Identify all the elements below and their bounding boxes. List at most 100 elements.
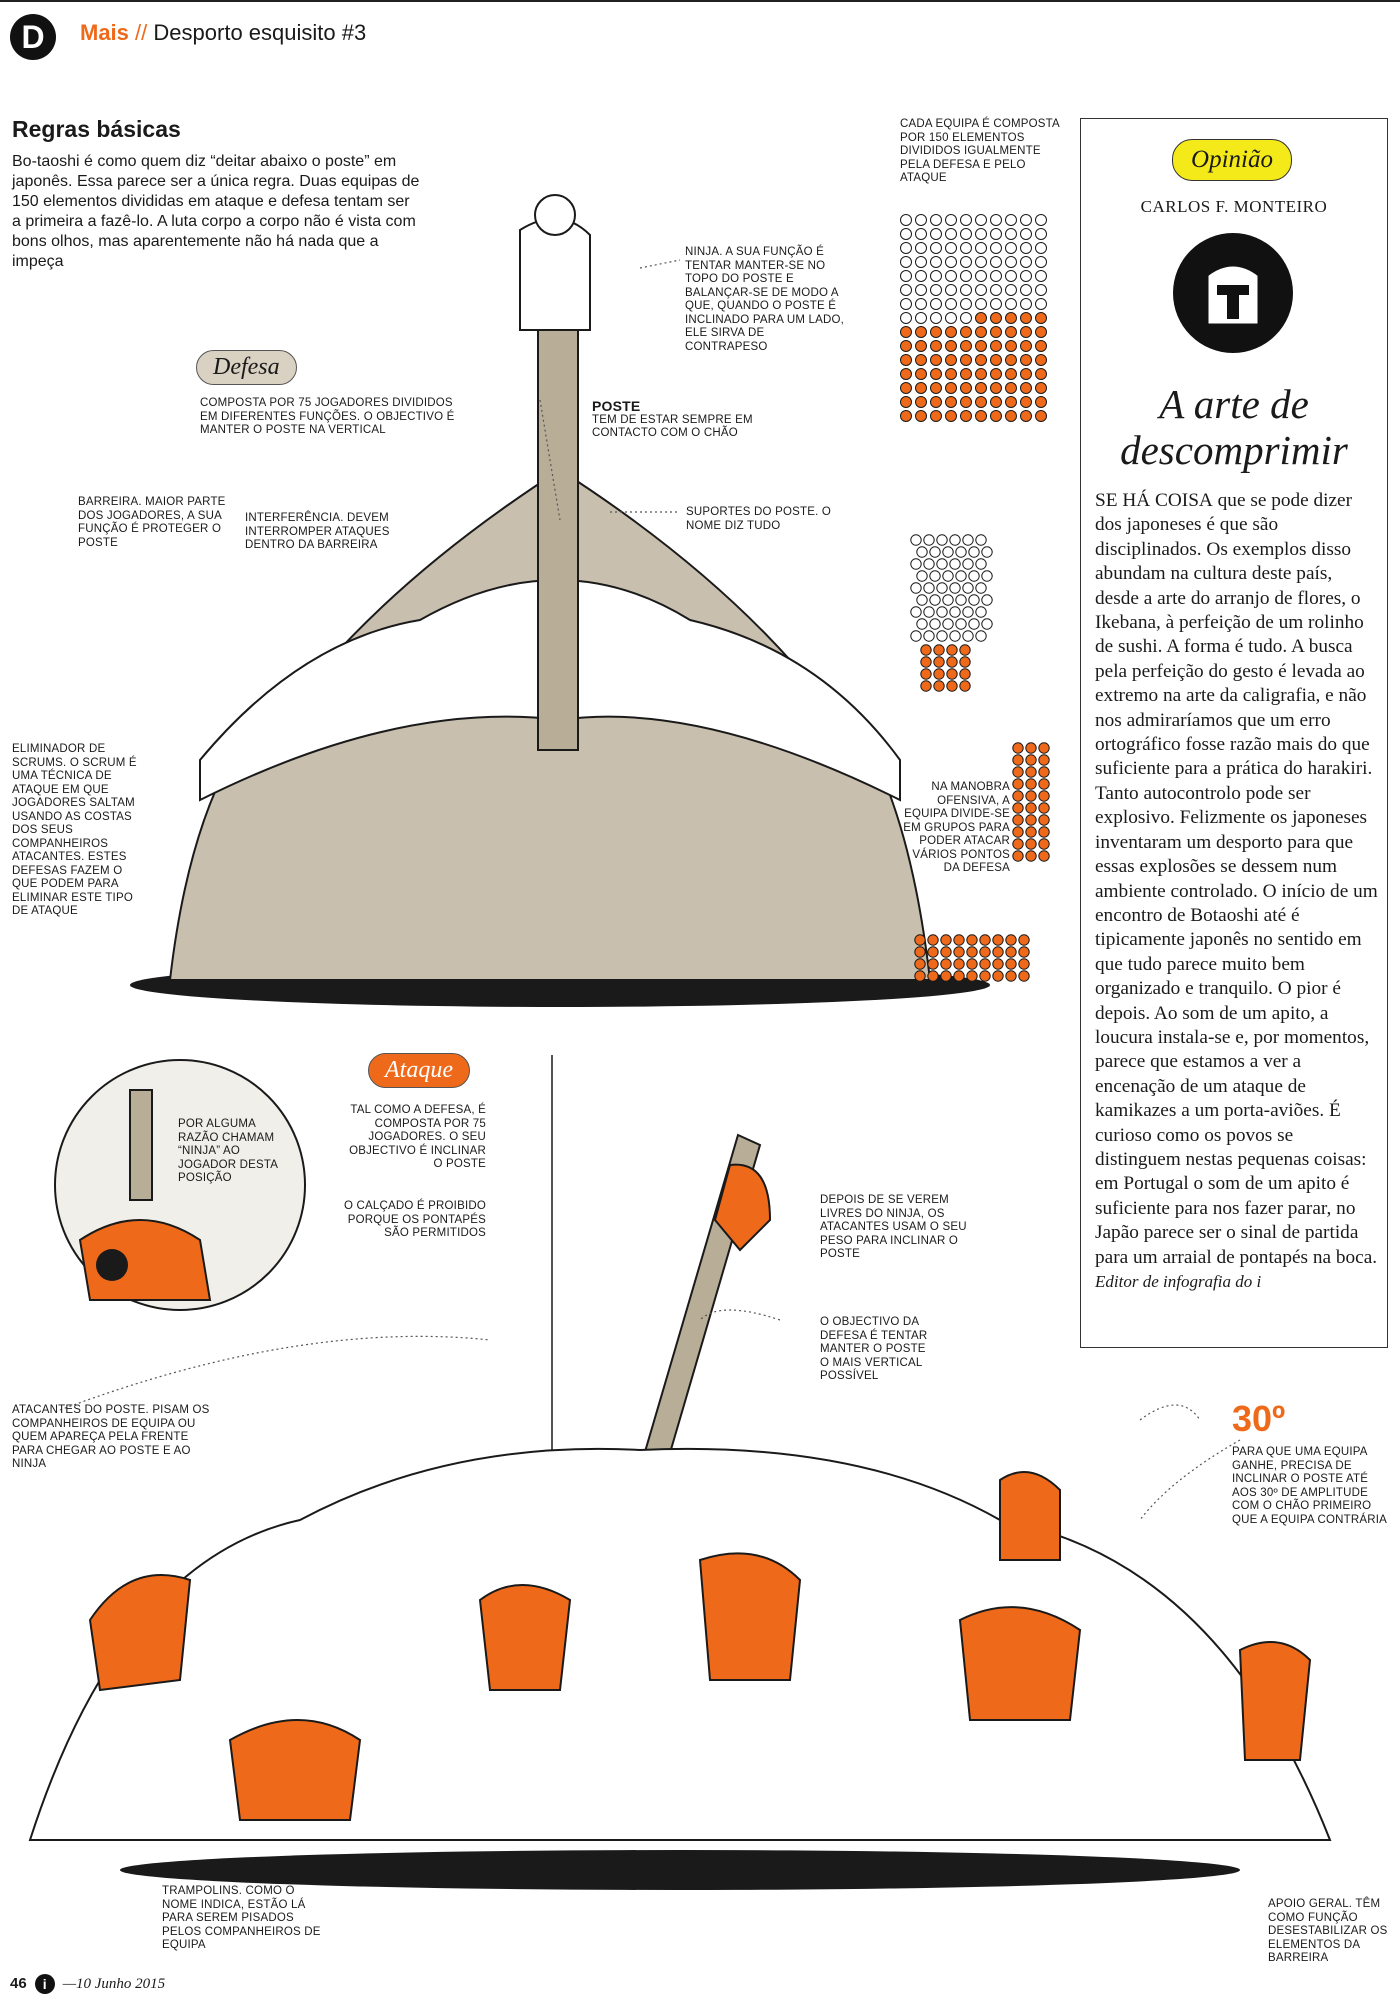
team-dot xyxy=(915,242,927,254)
team-dot xyxy=(960,270,972,282)
caption-poste-text: Tem de estar sempre em contacto com o ch… xyxy=(592,413,753,440)
attack-dot xyxy=(936,606,948,618)
caption-livres: Depois de se verem livres do ninja, os a… xyxy=(820,1194,967,1260)
team-dot xyxy=(990,284,1002,296)
attack-dot xyxy=(1005,970,1017,982)
team-dot xyxy=(1035,284,1047,296)
team-dot xyxy=(1005,242,1017,254)
caption-barreira: Barreira. Maior parte dos jogadores, a s… xyxy=(78,496,226,549)
attack-dot xyxy=(955,570,967,582)
attack-dot xyxy=(1038,790,1050,802)
attack-dot xyxy=(992,946,1004,958)
attack-dot xyxy=(1038,754,1050,766)
attack-dot xyxy=(942,594,954,606)
intro-heading: Regras básicas xyxy=(12,116,181,142)
team-dot xyxy=(960,284,972,296)
team-dot xyxy=(945,382,957,394)
team-dot xyxy=(900,284,912,296)
attack-dot xyxy=(910,630,922,642)
opinion-text: que se pode dizer dos japoneses é que sã… xyxy=(1095,490,1378,1268)
team-dot xyxy=(1035,396,1047,408)
team-dot xyxy=(990,298,1002,310)
caption-objectivo: O objectivo da defesa é tentar manter o … xyxy=(820,1316,928,1382)
attack-dot xyxy=(916,594,928,606)
attack-dot xyxy=(927,946,939,958)
attack-dot xyxy=(949,606,961,618)
team-dot xyxy=(1020,298,1032,310)
attack-dot xyxy=(940,946,952,958)
team-dot xyxy=(1005,354,1017,366)
attack-dot xyxy=(916,546,928,558)
attack-dot xyxy=(959,680,971,692)
attack-group-illustration xyxy=(28,1447,1332,1890)
caption-trampolins: Trampolins. Como o nome indica, estão lá… xyxy=(162,1885,321,1951)
attack-dot xyxy=(923,582,935,594)
attack-dot xyxy=(955,546,967,558)
section-name[interactable]: Mais xyxy=(80,20,129,45)
attack-dot xyxy=(946,680,958,692)
caption-calcado: O calçado é proibido porque os pontapés … xyxy=(343,1200,486,1239)
attack-dot xyxy=(949,582,961,594)
attack-dot xyxy=(933,656,945,668)
attack-dot xyxy=(953,934,965,946)
attack-dot xyxy=(1012,802,1024,814)
team-dot xyxy=(900,242,912,254)
attack-dot xyxy=(942,618,954,630)
attack-dot xyxy=(966,934,978,946)
i-logo: i xyxy=(34,1974,55,1994)
attack-dot xyxy=(959,644,971,656)
attack-dot xyxy=(1038,766,1050,778)
team-dot xyxy=(915,340,927,352)
team-dot xyxy=(945,326,957,338)
team-dot xyxy=(990,368,1002,380)
page-footer: 46 i —10 Junho 2015 xyxy=(10,1974,165,1994)
attack-dot xyxy=(966,958,978,970)
team-dot xyxy=(990,382,1002,394)
caption-ataque: Tal como a defesa, é composta por 75 jog… xyxy=(349,1104,486,1170)
team-dot xyxy=(975,410,987,422)
attack-dot xyxy=(1025,790,1037,802)
attack-dot xyxy=(975,582,987,594)
team-dot xyxy=(1035,354,1047,366)
attack-dot xyxy=(1012,742,1024,754)
team-dot xyxy=(900,368,912,380)
caption-poste-title: Poste xyxy=(592,398,641,414)
opinion-box: Opinião CARLOS F. MONTEIRO A arte de des… xyxy=(1080,118,1388,1348)
team-dot xyxy=(915,368,927,380)
attack-dot xyxy=(1005,946,1017,958)
team-dot xyxy=(930,312,942,324)
team-dot xyxy=(1005,382,1017,394)
team-dot xyxy=(915,396,927,408)
team-dot xyxy=(945,368,957,380)
attack-dot xyxy=(929,618,941,630)
team-dot xyxy=(915,270,927,282)
attack-dot xyxy=(1012,766,1024,778)
angle-value: 30º xyxy=(1232,1398,1286,1439)
team-dot xyxy=(1005,312,1017,324)
team-dot xyxy=(1035,382,1047,394)
attack-dot xyxy=(962,582,974,594)
team-dot xyxy=(990,326,1002,338)
team-dot xyxy=(1035,228,1047,240)
team-dot xyxy=(960,326,972,338)
team-dot xyxy=(990,410,1002,422)
attack-dot xyxy=(981,546,993,558)
caption-atacantes: Atacantes do poste. Pisam os companheiro… xyxy=(12,1404,210,1470)
attack-dot xyxy=(1018,958,1030,970)
team-dot xyxy=(975,214,987,226)
attack-dot xyxy=(966,946,978,958)
d-section-logo: D xyxy=(10,14,56,60)
team-dot xyxy=(915,228,927,240)
attack-dot xyxy=(966,970,978,982)
attack-dot xyxy=(962,630,974,642)
defense-group-illustration xyxy=(130,194,990,1007)
team-dot xyxy=(945,312,957,324)
team-dot xyxy=(1035,410,1047,422)
top-rule xyxy=(0,0,1400,2)
section-separator: // xyxy=(135,20,148,45)
team-dot xyxy=(1035,298,1047,310)
team-dot xyxy=(975,228,987,240)
team-dot xyxy=(1035,256,1047,268)
team-dot xyxy=(990,242,1002,254)
attack-tag: Ataque xyxy=(368,1053,470,1088)
